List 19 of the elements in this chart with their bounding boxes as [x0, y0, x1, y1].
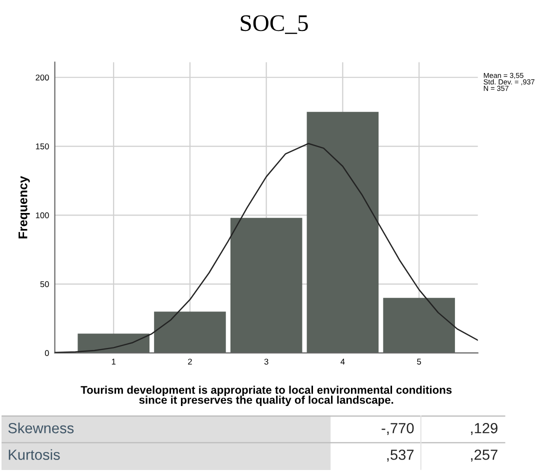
x-tick-label: 2 [188, 358, 192, 365]
text: ,537 [387, 450, 414, 462]
text: ,129 [471, 422, 498, 436]
y-axis-title: Frequency [18, 176, 30, 238]
y-tick-label: 100 [36, 212, 49, 218]
chart-title: SOC_5 [240, 15, 308, 34]
x-tick-label: 5 [417, 358, 422, 365]
text: Kurtosis [8, 449, 60, 460]
y-tick-label: 0 [44, 350, 49, 356]
x-tick-label: 1 [112, 358, 116, 365]
y-tick-label: 50 [40, 281, 49, 288]
y-tick-label: 150 [36, 143, 49, 150]
x-axis-title: Tourism development is appropriate to local environmental conditions since it preserves the quality of local landscape. [80, 386, 452, 406]
text: -,770 [382, 422, 414, 436]
y-tick-label: 200 [36, 74, 49, 80]
text: ,257 [471, 450, 498, 462]
text: Skewness [8, 422, 74, 434]
x-tick-label: 4 [340, 358, 345, 365]
x-tick-label: 3 [264, 358, 268, 365]
